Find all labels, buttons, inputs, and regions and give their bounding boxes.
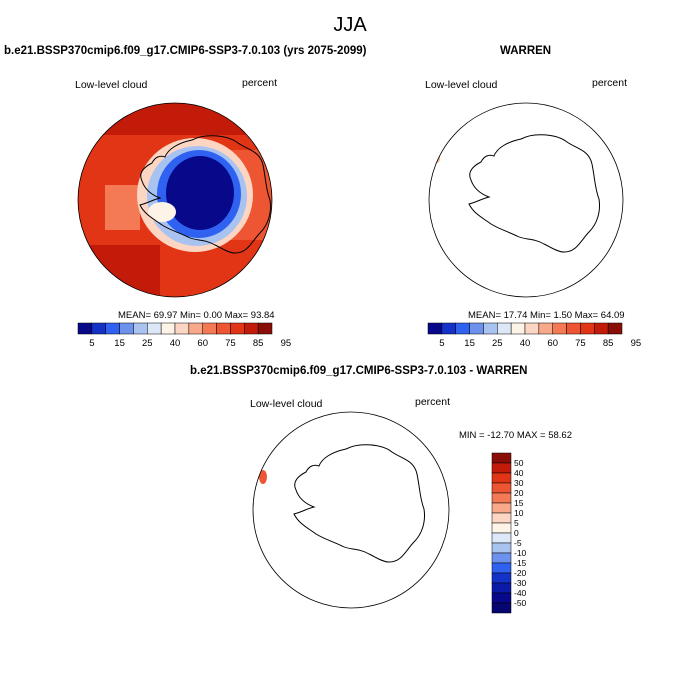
model-colorbar-box bbox=[105, 322, 120, 335]
obs-colorbar-box bbox=[510, 322, 526, 335]
diff-colorbar-box bbox=[491, 492, 512, 504]
obs-colorbar: 5 15 25 40 60 75 85 95 bbox=[427, 322, 642, 349]
model-colorbar-box bbox=[202, 322, 217, 335]
obs-colorbar-label: 85 bbox=[603, 338, 614, 349]
obs-colorbar-label: 40 bbox=[520, 338, 531, 349]
diff-colorbar-label: 5 bbox=[514, 518, 519, 528]
diff-panel-title: b.e21.BSSP370cmip6.f09_g17.CMIP6-SSP3-7.… bbox=[190, 365, 528, 377]
diff-colorbar-label: -20 bbox=[514, 568, 527, 578]
model-map bbox=[77, 102, 273, 298]
model-colorbar-box bbox=[91, 322, 106, 335]
model-colorbar-box bbox=[230, 322, 245, 335]
diff-colorbar-label: 30 bbox=[514, 478, 524, 488]
diff-colorbar-box bbox=[491, 572, 512, 584]
diff-colorbar-box bbox=[491, 512, 512, 524]
model-colorbar-box bbox=[160, 322, 176, 335]
model-colorbar-box bbox=[119, 322, 134, 335]
diff-colorbar-box bbox=[491, 532, 512, 544]
diff-colorbar-label: -50 bbox=[514, 598, 527, 608]
obs-colorbar-box bbox=[566, 322, 581, 335]
diff-colorbar-label: -30 bbox=[514, 578, 527, 588]
diff-colorbar-label: 50 bbox=[514, 458, 524, 468]
obs-colorbar-label: 15 bbox=[464, 338, 475, 349]
model-colorbar-label: 75 bbox=[225, 338, 236, 349]
diff-colorbar-label: -10 bbox=[514, 548, 527, 558]
model-panel-title: b.e21.BSSP370cmip6.f09_g17.CMIP6-SSP3-7.… bbox=[4, 45, 367, 57]
obs-colorbar-box bbox=[455, 322, 470, 335]
model-colorbar-label: 15 bbox=[114, 338, 125, 349]
model-colorbar-label: 40 bbox=[170, 338, 181, 349]
diff-colorbar-box bbox=[491, 562, 512, 574]
diff-variable-label: Low-level cloud bbox=[250, 398, 323, 410]
obs-colorbar-box bbox=[469, 322, 484, 335]
model-colorbar-box bbox=[133, 322, 148, 335]
model-colorbar-label: 85 bbox=[253, 338, 264, 349]
diff-colorbar-box bbox=[491, 542, 512, 554]
diff-colorbar-box bbox=[491, 462, 512, 474]
page-title: JJA bbox=[333, 14, 367, 36]
model-colorbar: 5 15 25 40 60 75 85 95 bbox=[77, 322, 292, 349]
model-colorbar-box bbox=[257, 322, 273, 335]
diff-colorbar-label: 15 bbox=[514, 498, 524, 508]
obs-colorbar-box bbox=[594, 322, 609, 335]
model-colorbar-box bbox=[188, 322, 203, 335]
model-units-label: percent bbox=[242, 77, 278, 89]
diff-colorbar-box bbox=[491, 472, 512, 484]
diff-colorbar-box bbox=[491, 482, 512, 494]
diff-colorbar-box bbox=[491, 522, 512, 534]
diff-colorbar-box bbox=[491, 602, 512, 614]
diff-colorbar-box bbox=[491, 452, 512, 464]
model-variable-label: Low-level cloud bbox=[75, 79, 148, 91]
diff-colorbar-label: 10 bbox=[514, 508, 524, 518]
obs-colorbar-box bbox=[441, 322, 456, 335]
obs-units-label: percent bbox=[592, 77, 628, 89]
obs-colorbar-box bbox=[524, 322, 540, 335]
diff-map bbox=[252, 411, 450, 609]
model-colorbar-box bbox=[216, 322, 231, 335]
model-colorbar-box bbox=[77, 322, 93, 335]
diff-stats: MIN = -12.70 MAX = 58.62 bbox=[459, 430, 573, 441]
obs-colorbar-label: 95 bbox=[631, 338, 642, 349]
model-stats: MEAN= 69.97 Min= 0.00 Max= 93.84 bbox=[118, 310, 275, 321]
model-colorbar-box bbox=[244, 322, 259, 335]
diff-colorbar-label: 40 bbox=[514, 468, 524, 478]
obs-colorbar-label: 5 bbox=[439, 338, 444, 349]
diff-colorbar-label: 0 bbox=[514, 528, 519, 538]
obs-stats: MEAN= 17.74 Min= 1.50 Max= 64.09 bbox=[468, 310, 625, 321]
obs-colorbar-label: 25 bbox=[492, 338, 503, 349]
diff-colorbar-box bbox=[491, 582, 512, 594]
diff-colorbar-box bbox=[491, 592, 512, 604]
diff-colorbar-label: 20 bbox=[514, 488, 524, 498]
diff-units-label: percent bbox=[415, 396, 451, 408]
diff-colorbar-label: -5 bbox=[514, 538, 522, 548]
model-colorbar-label: 95 bbox=[281, 338, 292, 349]
obs-colorbar-box bbox=[483, 322, 498, 335]
model-colorbar-label: 25 bbox=[142, 338, 153, 349]
obs-colorbar-box bbox=[552, 322, 567, 335]
obs-panel-title: WARREN bbox=[500, 45, 552, 57]
obs-colorbar-box bbox=[497, 322, 512, 335]
obs-colorbar-label: 75 bbox=[575, 338, 586, 349]
model-colorbar-label: 5 bbox=[89, 338, 94, 349]
obs-colorbar-box bbox=[607, 322, 623, 335]
model-colorbar-box bbox=[147, 322, 162, 335]
model-colorbar-label: 60 bbox=[197, 338, 208, 349]
diff-colorbar-label: -15 bbox=[514, 558, 527, 568]
diff-colorbar-box bbox=[491, 502, 512, 514]
obs-variable-label: Low-level cloud bbox=[425, 79, 498, 91]
obs-colorbar-box bbox=[580, 322, 595, 335]
obs-colorbar-box bbox=[427, 322, 443, 335]
obs-colorbar-box bbox=[538, 322, 553, 335]
obs-colorbar-label: 60 bbox=[547, 338, 558, 349]
model-colorbar-box bbox=[174, 322, 190, 335]
obs-map bbox=[428, 102, 624, 298]
diff-colorbar-label: -40 bbox=[514, 588, 527, 598]
diff-colorbar-box bbox=[491, 552, 512, 564]
